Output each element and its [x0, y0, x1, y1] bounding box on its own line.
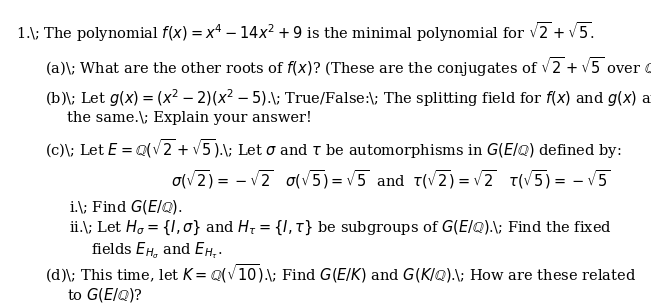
Text: (d)\; This time, let $K = \mathbb{Q}(\sqrt{10})$.\; Find $G(E/K)$ and $G(K/\math: (d)\; This time, let $K = \mathbb{Q}(\sq…: [45, 262, 636, 285]
Text: (b)\; Let $g(x) = (x^2-2)(x^2-5)$.\; True/False:\; The splitting field for $f(x): (b)\; Let $g(x) = (x^2-2)(x^2-5)$.\; Tru…: [45, 87, 651, 108]
Text: fields $E_{H_\sigma}$ and $E_{H_\tau}$.: fields $E_{H_\sigma}$ and $E_{H_\tau}$.: [91, 240, 223, 261]
Text: (a)\; What are the other roots of $f(x)$? (These are the conjugates of $\sqrt{2}: (a)\; What are the other roots of $f(x)$…: [45, 55, 651, 79]
Text: i.\; Find $G(E/\mathbb{Q})$.: i.\; Find $G(E/\mathbb{Q})$.: [70, 198, 184, 216]
Text: to $G(E/\mathbb{Q})$?: to $G(E/\mathbb{Q})$?: [67, 286, 143, 303]
Text: $\sigma(\sqrt{2}) = -\sqrt{2}\quad \sigma(\sqrt{5}) = \sqrt{5}\;$ and $\;\tau(\s: $\sigma(\sqrt{2}) = -\sqrt{2}\quad \sigm…: [171, 168, 611, 191]
Text: the same.\; Explain your answer!: the same.\; Explain your answer!: [67, 111, 312, 125]
Text: (c)\; Let $E = \mathbb{Q}(\sqrt{2}+\sqrt{5})$.\; Let $\sigma$ and $\tau$ be auto: (c)\; Let $E = \mathbb{Q}(\sqrt{2}+\sqrt…: [45, 138, 622, 161]
Text: 1.\; The polynomial $f(x) = x^4 - 14x^2 + 9$ is the minimal polynomial for $\sqr: 1.\; The polynomial $f(x) = x^4 - 14x^2 …: [16, 20, 595, 44]
Text: ii.\; Let $H_\sigma = \{I, \sigma\}$ and $H_\tau = \{I, \tau\}$ be subgroups of : ii.\; Let $H_\sigma = \{I, \sigma\}$ and…: [70, 219, 612, 238]
